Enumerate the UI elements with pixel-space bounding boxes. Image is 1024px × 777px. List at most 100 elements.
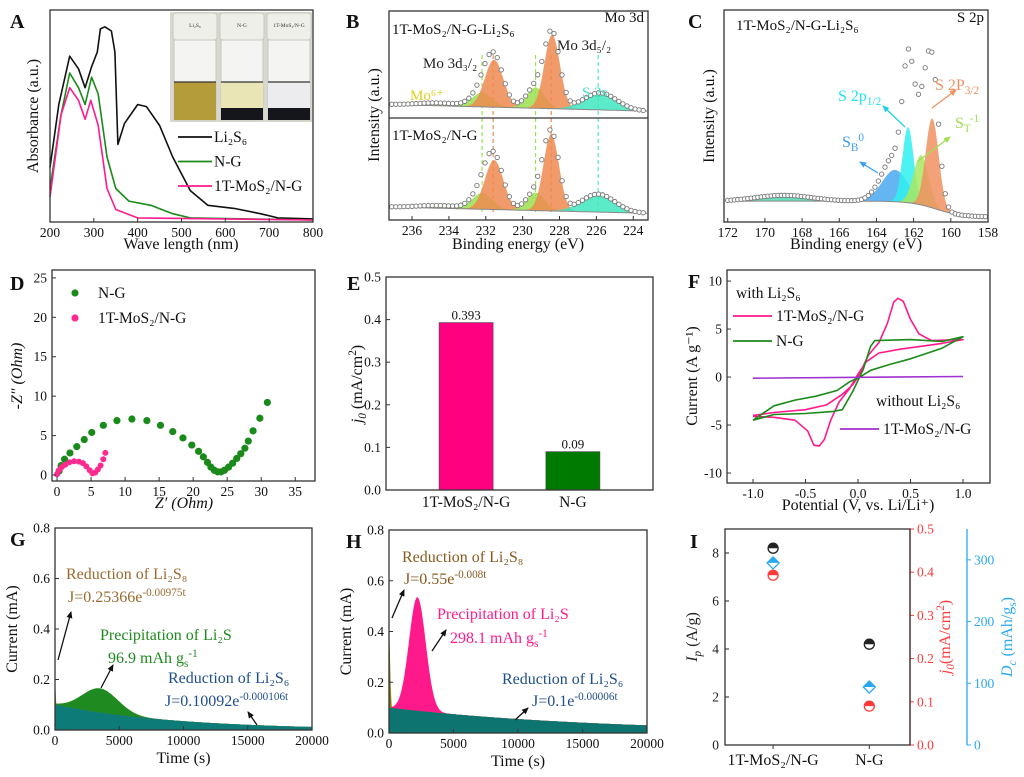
data-point	[249, 427, 257, 435]
legend-group-label: without Li₂S₆	[876, 393, 960, 410]
x-axis-label: Potential (V, vs. Li/Li⁺)	[782, 497, 935, 514]
legend-marker	[71, 289, 79, 297]
x-tick-label: 168	[792, 225, 813, 240]
data-point	[932, 76, 938, 83]
data-point	[502, 81, 508, 87]
y-tick-label: 0.4	[364, 312, 381, 327]
y-tick-label: 2	[712, 690, 719, 705]
data-point	[486, 51, 492, 58]
vial-label: N-G	[237, 23, 247, 29]
data-point	[612, 96, 618, 102]
plot-frame	[51, 269, 316, 482]
x-tick-label: 300	[84, 225, 105, 240]
peak-annotation: Mo⁶⁺	[410, 88, 444, 104]
y-tick-label: 0.0	[367, 726, 384, 741]
y-tick-label: 0	[974, 738, 981, 753]
x-tick-label: 172	[718, 225, 738, 240]
plot-frame	[724, 528, 911, 746]
x-tick-label: 0	[52, 733, 59, 748]
y-axis-label-ip-segment: p	[692, 650, 704, 657]
annotation-arrow	[514, 707, 529, 721]
data-point	[199, 453, 207, 461]
data-point	[885, 158, 891, 164]
fitted-peak	[725, 118, 988, 217]
data-point	[71, 458, 78, 465]
panel-e: E 0.393 1T-MoS₂/N-G 0.09 N-G 0.0 0.1 0.2 0.3 0.4 0…	[347, 270, 654, 511]
vial-label: 1T-MoS₂/N-G	[273, 23, 304, 29]
data-point	[179, 434, 187, 442]
data-point	[616, 201, 622, 207]
x-category-label: 1T-MoS₂/N-G	[422, 494, 510, 511]
data-point	[474, 182, 480, 189]
panel-label: C	[688, 11, 702, 33]
x-tick-label: 10000	[501, 736, 535, 751]
data-point	[895, 129, 902, 135]
data-point	[567, 98, 573, 104]
x-axis-label: Wave length (nm)	[123, 236, 238, 253]
y-tick-label: 0.6	[367, 573, 384, 588]
y-tick-label: 0.2	[367, 675, 384, 690]
y-tick-label: 0.8	[367, 523, 384, 538]
x-tick-label: 800	[303, 225, 324, 240]
panel-label: D	[10, 273, 24, 295]
data-point	[99, 421, 107, 429]
x-tick-label: 15000	[231, 733, 265, 748]
data-point	[939, 163, 945, 169]
x-tick-label: 232	[476, 223, 496, 238]
y-tick-label: 0.8	[33, 521, 50, 536]
y-axis-label: Current (mA)	[338, 588, 355, 676]
data-point	[892, 145, 898, 151]
data-point	[169, 428, 177, 436]
x-tick-label: 164	[866, 225, 887, 240]
data-point	[233, 454, 241, 463]
y-axis-label: Intensity (a.u.)	[366, 68, 383, 162]
data-point	[575, 200, 581, 206]
x-tick-label: 15000	[566, 736, 600, 751]
data-point	[547, 127, 553, 133]
x-category-label: N-G	[559, 494, 587, 511]
data-point	[498, 67, 504, 73]
data-point	[256, 414, 264, 422]
y-axis-label-segment: )	[349, 345, 366, 350]
legend-group-label: with Li₂S₆	[736, 285, 801, 302]
data-point	[482, 60, 488, 67]
y-tick-label: 0	[712, 738, 719, 753]
y-tick-label: 0	[40, 468, 47, 483]
peak-annotation: S 2p1/2	[838, 88, 881, 108]
data-point	[73, 443, 81, 451]
data-point	[506, 194, 513, 200]
data-point	[470, 90, 476, 96]
x-axis-label: Binding energy (eV)	[790, 236, 922, 253]
peak-annotation: S 2s	[582, 85, 608, 101]
vial-sediment	[221, 108, 263, 120]
precipitation-label: Precipitation of Li₂S	[100, 627, 232, 644]
x-tick-label: 0.5	[902, 486, 919, 501]
y-tick-label: 4	[712, 642, 719, 657]
y-tick-label: 10	[709, 274, 723, 289]
y-tick-label: 0.3	[364, 355, 381, 370]
y-tick-label: 0.4	[367, 624, 384, 639]
data-point	[494, 154, 500, 161]
data-point-fill	[864, 701, 875, 707]
plot-frame	[388, 10, 649, 221]
y-axis-label-j0: j0(mA/cm2)	[935, 600, 957, 676]
y-axis-label-segment: (mA/cm	[349, 355, 366, 413]
x-tick-label: 5	[88, 484, 95, 499]
background-line	[389, 104, 648, 112]
li2s8-rate-equation-segment: -0.008t	[454, 569, 487, 581]
data-point	[535, 72, 541, 78]
legend-label: Li₂S₆	[214, 129, 247, 146]
data-point	[100, 456, 107, 463]
data-point	[563, 193, 569, 200]
data-point	[113, 417, 121, 425]
data-point	[909, 58, 915, 64]
x-axis-label: Z′ (Ohm)	[155, 495, 213, 512]
li2s6-reduction-label: Reduction of Li₂S₆	[502, 671, 623, 688]
panel-title: S 2p	[957, 10, 984, 26]
panel-a: A Li₂S₆ N-G 1T-MoS₂/N-G 200 300 400 500 600 700 80…	[10, 9, 324, 253]
x-tick-label: 700	[259, 225, 280, 240]
legend-marker	[71, 314, 79, 322]
x-tick-label: 160	[941, 225, 962, 240]
annotation-arrow	[57, 611, 73, 661]
y-tick-label: 5	[715, 322, 722, 337]
